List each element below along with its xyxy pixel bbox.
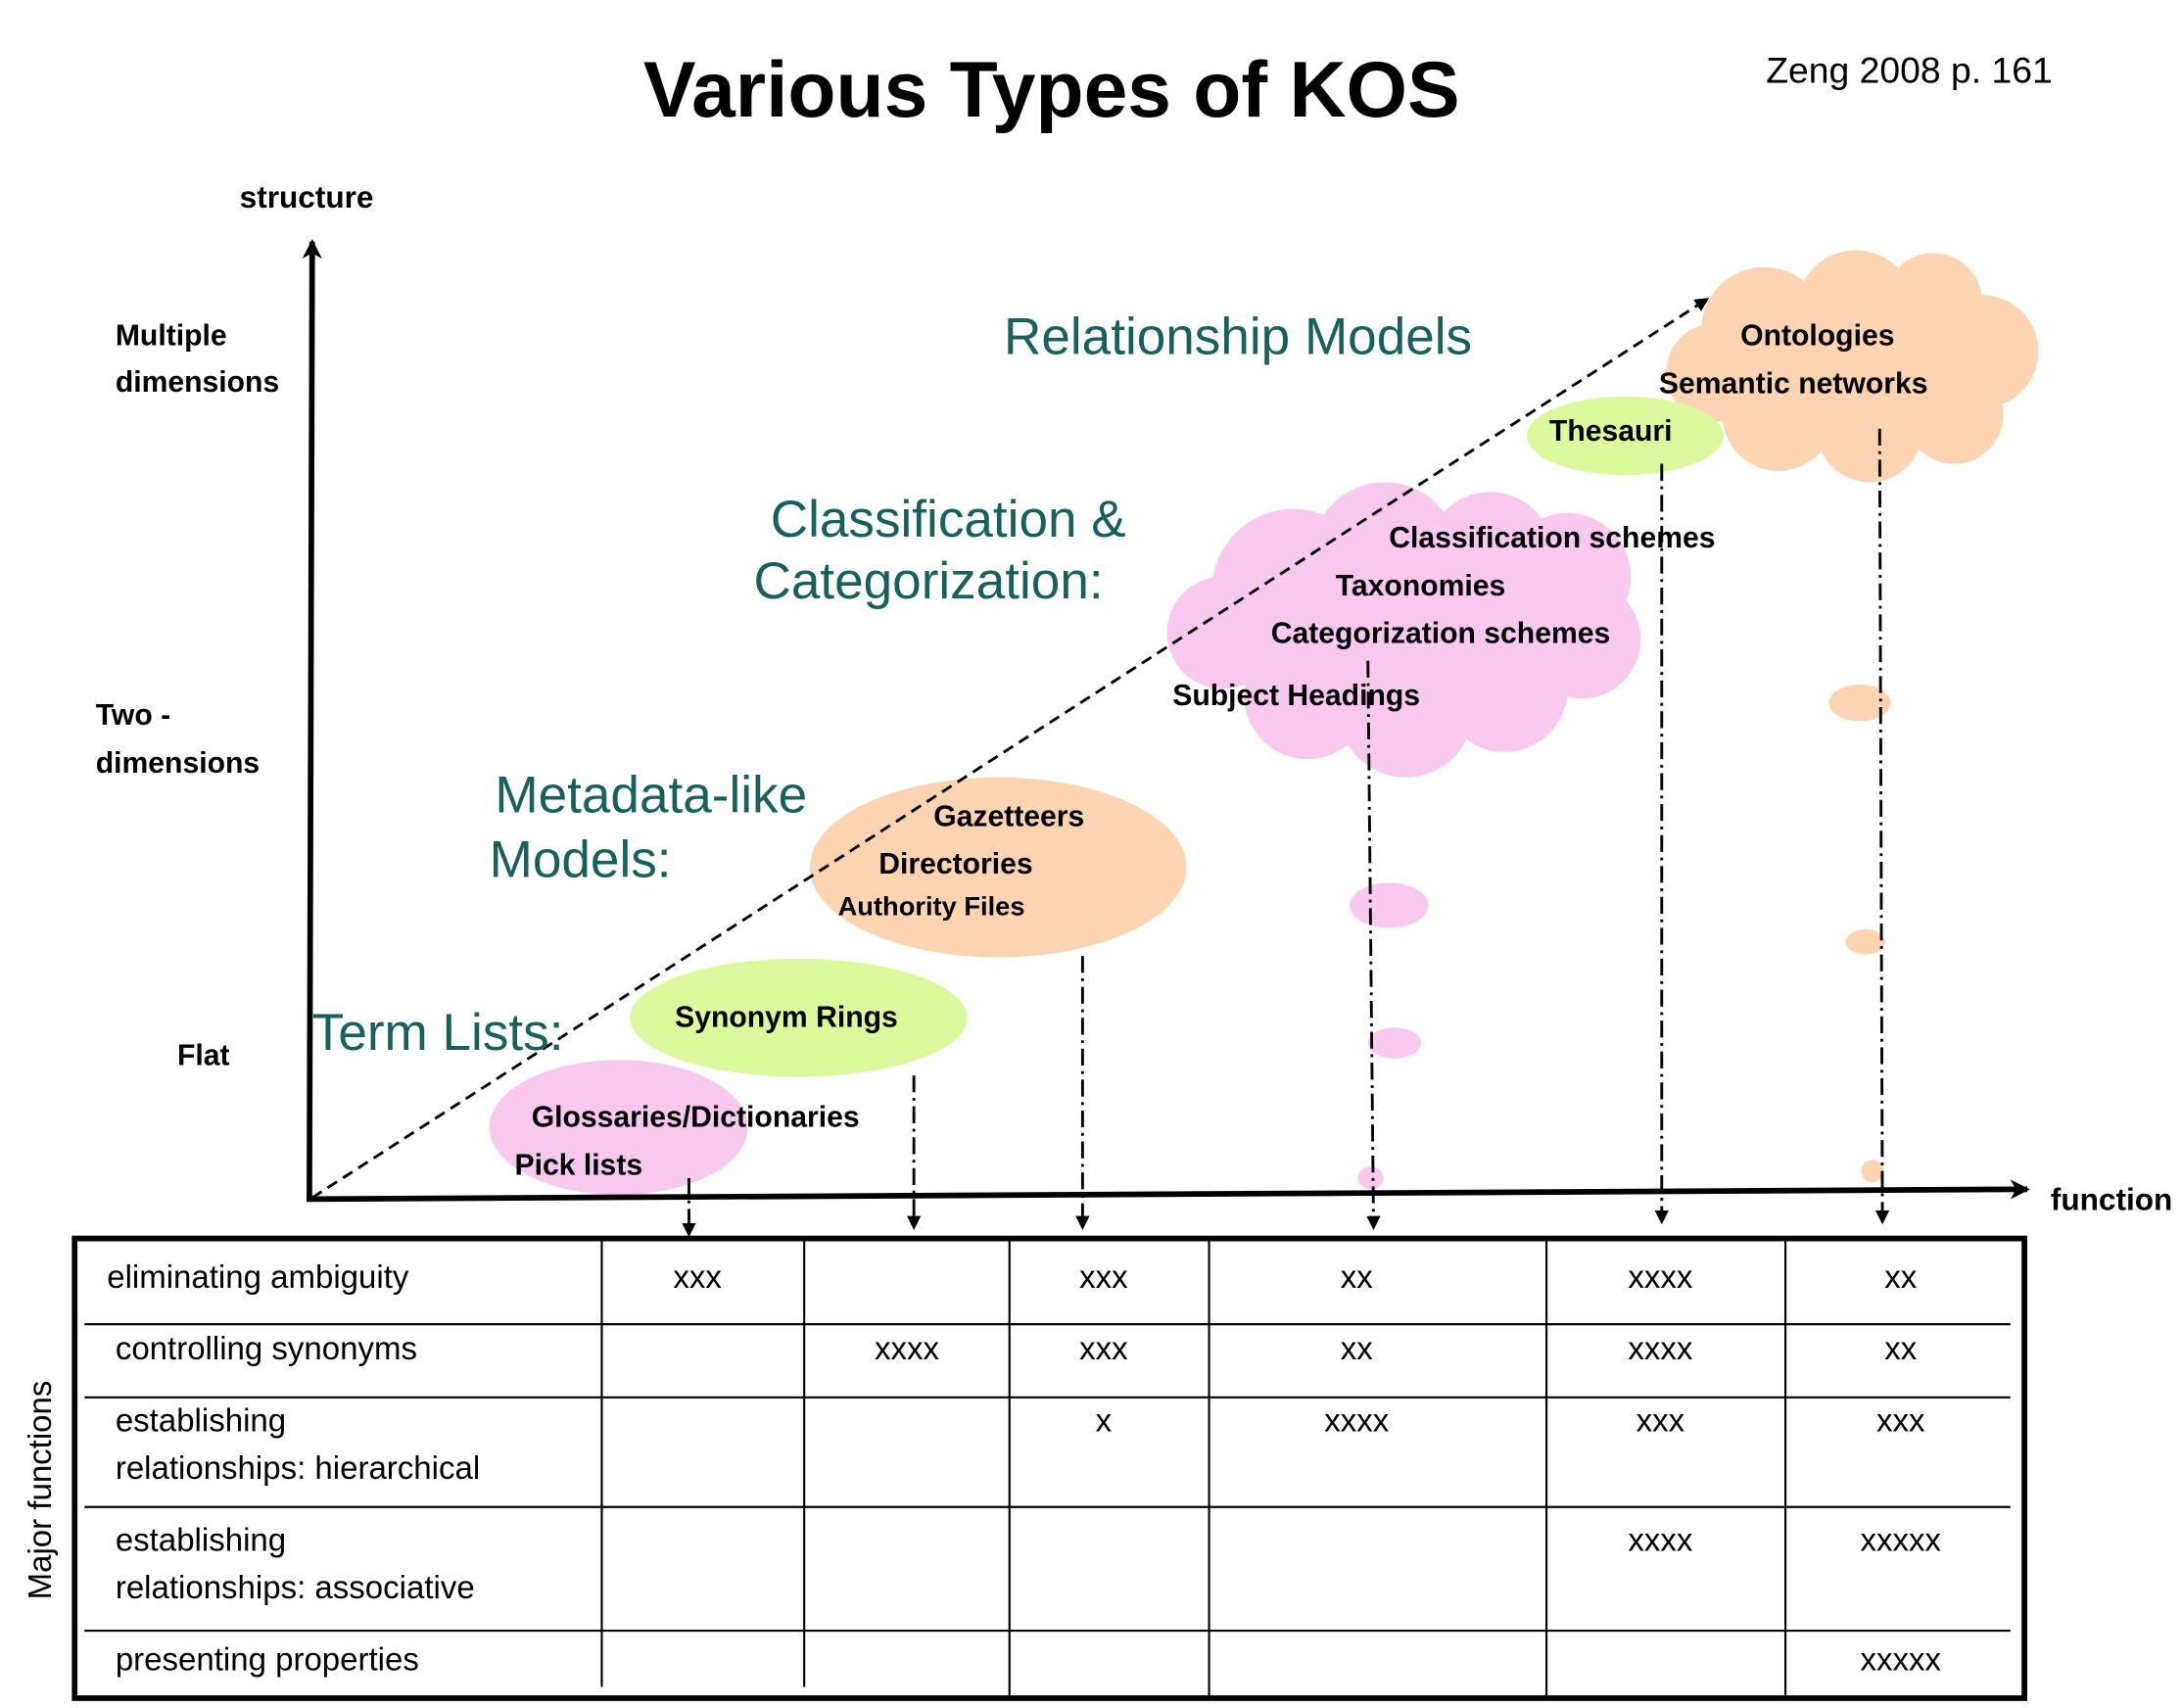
table-cell: xxxx [875, 1330, 940, 1366]
table-body: eliminating ambiguity xxx xxx xx xxxx xxcontr… [107, 1258, 1941, 1677]
level-label: dimensions [96, 747, 260, 780]
citation: Zeng 2008 p. 161 [1766, 49, 2053, 90]
kos-item: Gazetteers [933, 800, 1084, 832]
kos-item: Classification schemes [1389, 522, 1715, 554]
table-side-label: Major functions [22, 1381, 58, 1600]
table-cell: xxxx [1628, 1258, 1693, 1295]
kos-item: Thesauri [1549, 415, 1673, 448]
kos-item: Ontologies [1740, 319, 1894, 352]
kos-item: Subject Headings [1172, 680, 1420, 712]
kos-item: Authority Files [838, 890, 1025, 921]
table-cell: xx [1884, 1330, 1918, 1366]
title: Various Types of KOS [643, 46, 1460, 134]
group-label: Classification & [771, 491, 1126, 548]
kos-item: Categorization schemes [1271, 618, 1611, 650]
table-cell: xx [1341, 1258, 1374, 1295]
kos-item: Directories [878, 848, 1032, 880]
function-label: presenting properties [116, 1640, 419, 1677]
table-cell: xxxx [1628, 1521, 1693, 1557]
table-cell: xxxx [1324, 1401, 1390, 1438]
function-label: eliminating ambiguity [107, 1258, 409, 1295]
kos-item: Taxonomies [1336, 570, 1506, 602]
table-cell: xxx [673, 1258, 722, 1295]
function-label: establishing [116, 1401, 286, 1438]
table-cell: xxxxx [1861, 1640, 1942, 1677]
group-label: Categorization: [754, 552, 1104, 610]
table-cell: xx [1341, 1330, 1374, 1366]
level-label: Two - [96, 699, 170, 732]
level-label: Flat [177, 1039, 230, 1071]
group-label: Models: [490, 830, 672, 888]
table-cell: xxx [1079, 1330, 1128, 1366]
function-label: relationships: hierarchical [116, 1449, 480, 1486]
table-cell: xxx [1636, 1401, 1685, 1438]
function-label: establishing [116, 1521, 286, 1557]
kos-item: Semantic networks [1659, 367, 1928, 400]
table-cell: xxx [1876, 1401, 1925, 1438]
table-cell: xx [1884, 1258, 1918, 1295]
table-frame [71, 1235, 2027, 1701]
group-label: Metadata-like [495, 766, 807, 824]
table-cell: xxx [1079, 1258, 1128, 1295]
table-cell: xxxx [1628, 1330, 1693, 1366]
kos-item: Glossaries/Dictionaries [532, 1102, 860, 1134]
kos-item: Synonym Rings [675, 1002, 898, 1034]
function-label: controlling synonyms [116, 1330, 417, 1366]
group-label: Relationship Models [1004, 308, 1472, 365]
x-axis-label: function [2051, 1182, 2172, 1217]
table-cell: x [1096, 1401, 1113, 1438]
y-axis-label: structure [240, 179, 374, 214]
function-label: relationships: associative [116, 1569, 475, 1605]
shapes [489, 250, 2039, 1196]
level-label: dimensions [116, 366, 279, 399]
group-label: Term Lists: [312, 1004, 564, 1062]
kos-item: Pick lists [514, 1149, 642, 1181]
level-label: Multiple [116, 319, 227, 352]
axes [302, 239, 2030, 1238]
table-cell: xxxxx [1861, 1521, 1942, 1557]
